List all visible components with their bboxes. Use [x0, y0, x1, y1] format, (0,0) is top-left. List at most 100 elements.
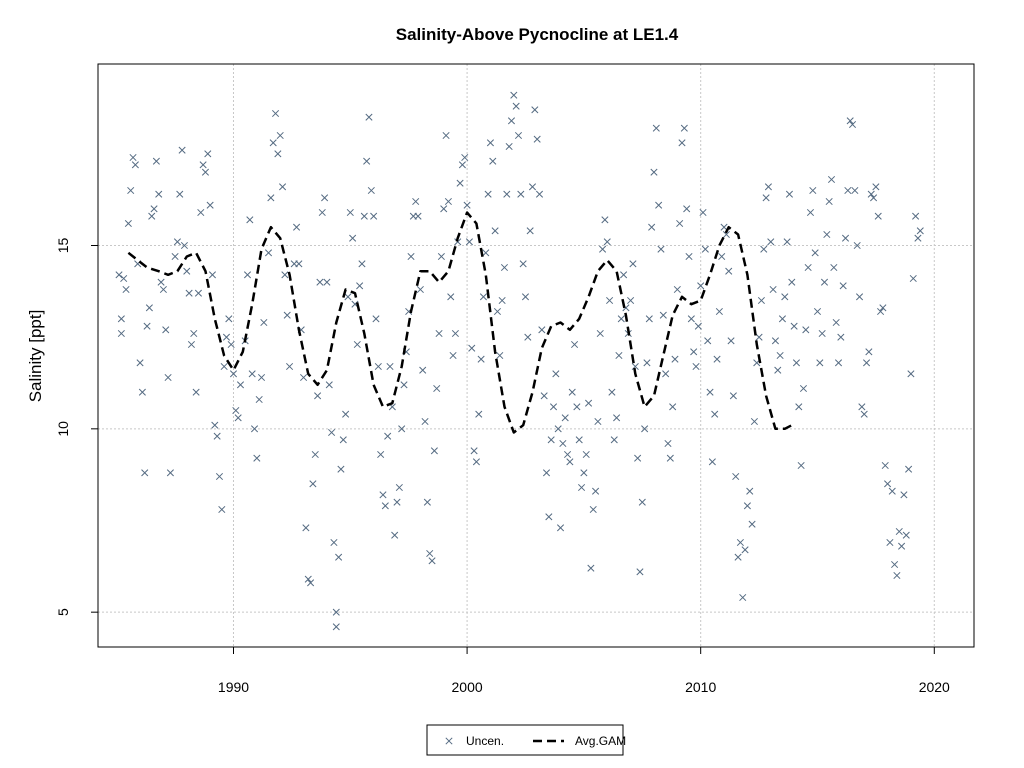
data-point [295, 260, 303, 268]
data-point [799, 384, 808, 393]
data-point [257, 373, 266, 382]
data-point [764, 183, 772, 191]
data-point [613, 414, 621, 422]
data-point [512, 102, 520, 110]
data-point [124, 219, 132, 228]
data-point [187, 340, 195, 349]
data-point [846, 117, 854, 125]
data-point [414, 212, 422, 220]
data-point [570, 340, 579, 349]
data-point [194, 289, 203, 297]
data-point [229, 370, 238, 378]
data-point [246, 216, 254, 224]
data-point [563, 450, 572, 459]
data-point [858, 403, 866, 411]
data-point [734, 553, 742, 561]
data-point [869, 194, 878, 202]
data-point [585, 399, 593, 407]
data-point [608, 388, 616, 396]
data-point [596, 329, 604, 338]
data-point [881, 461, 889, 470]
data-point [823, 230, 831, 239]
legend-marker-uncen [445, 737, 453, 745]
data-point [657, 245, 665, 253]
data-point [549, 403, 558, 411]
data-point [489, 157, 497, 165]
data-point [603, 238, 611, 246]
data-point [762, 194, 770, 202]
legend: Uncen. Avg.GAM [426, 724, 626, 756]
data-point [848, 120, 857, 129]
data-point [790, 322, 798, 330]
data-point [743, 502, 751, 510]
data-point [458, 161, 466, 169]
data-point [839, 282, 847, 290]
data-point [862, 359, 871, 367]
data-point [185, 289, 193, 297]
data-point [332, 623, 340, 631]
data-point [332, 608, 340, 616]
data-point [493, 307, 502, 316]
data-point [318, 208, 326, 217]
data-point [117, 315, 125, 323]
data-point [419, 366, 427, 374]
data-point [412, 197, 420, 206]
data-point [269, 139, 277, 147]
data-point [694, 322, 702, 330]
data-point [788, 278, 796, 286]
data-point [573, 403, 581, 411]
data-point [204, 150, 212, 158]
data-point [365, 113, 373, 121]
data-point [727, 337, 735, 345]
data-point [367, 186, 375, 195]
data-point [353, 340, 361, 349]
data-point [325, 381, 333, 389]
data-point [568, 388, 576, 396]
data-point [678, 139, 686, 147]
data-point [830, 263, 838, 272]
data-point [248, 370, 256, 378]
data-point [342, 410, 350, 418]
data-point [673, 285, 681, 294]
data-point [173, 238, 181, 246]
data-point [785, 190, 794, 198]
legend-marker-x [445, 737, 453, 745]
data-point [162, 326, 170, 334]
data-point [641, 425, 649, 433]
data-point [832, 318, 840, 327]
data-point [718, 252, 726, 261]
data-point [760, 245, 768, 253]
data-point [886, 538, 894, 547]
data-point [503, 190, 511, 198]
data-point [818, 329, 826, 338]
data-point [552, 370, 560, 378]
data-point [131, 161, 139, 169]
data-point [827, 175, 836, 184]
data-point [914, 234, 922, 242]
data-point [360, 212, 368, 220]
data-point [778, 315, 787, 323]
data-point [755, 333, 763, 341]
x-tick-label: 1990 [218, 679, 249, 695]
data-point [643, 359, 651, 367]
data-point [795, 403, 803, 411]
data-point [482, 249, 490, 257]
data-point [472, 458, 480, 466]
data-point [715, 307, 723, 316]
data-point [841, 234, 850, 242]
data-point [669, 403, 677, 411]
data-point [575, 436, 583, 444]
data-point [900, 491, 908, 499]
data-point [692, 362, 700, 371]
data-point [601, 216, 609, 224]
data-point [136, 359, 144, 367]
data-point [129, 153, 137, 162]
data-point [865, 348, 873, 356]
data-point [519, 260, 527, 268]
data-point [538, 326, 546, 334]
data-point [666, 454, 674, 462]
data-point [370, 212, 378, 220]
data-point [837, 333, 845, 341]
data-point [444, 197, 452, 206]
data-point [138, 388, 146, 396]
